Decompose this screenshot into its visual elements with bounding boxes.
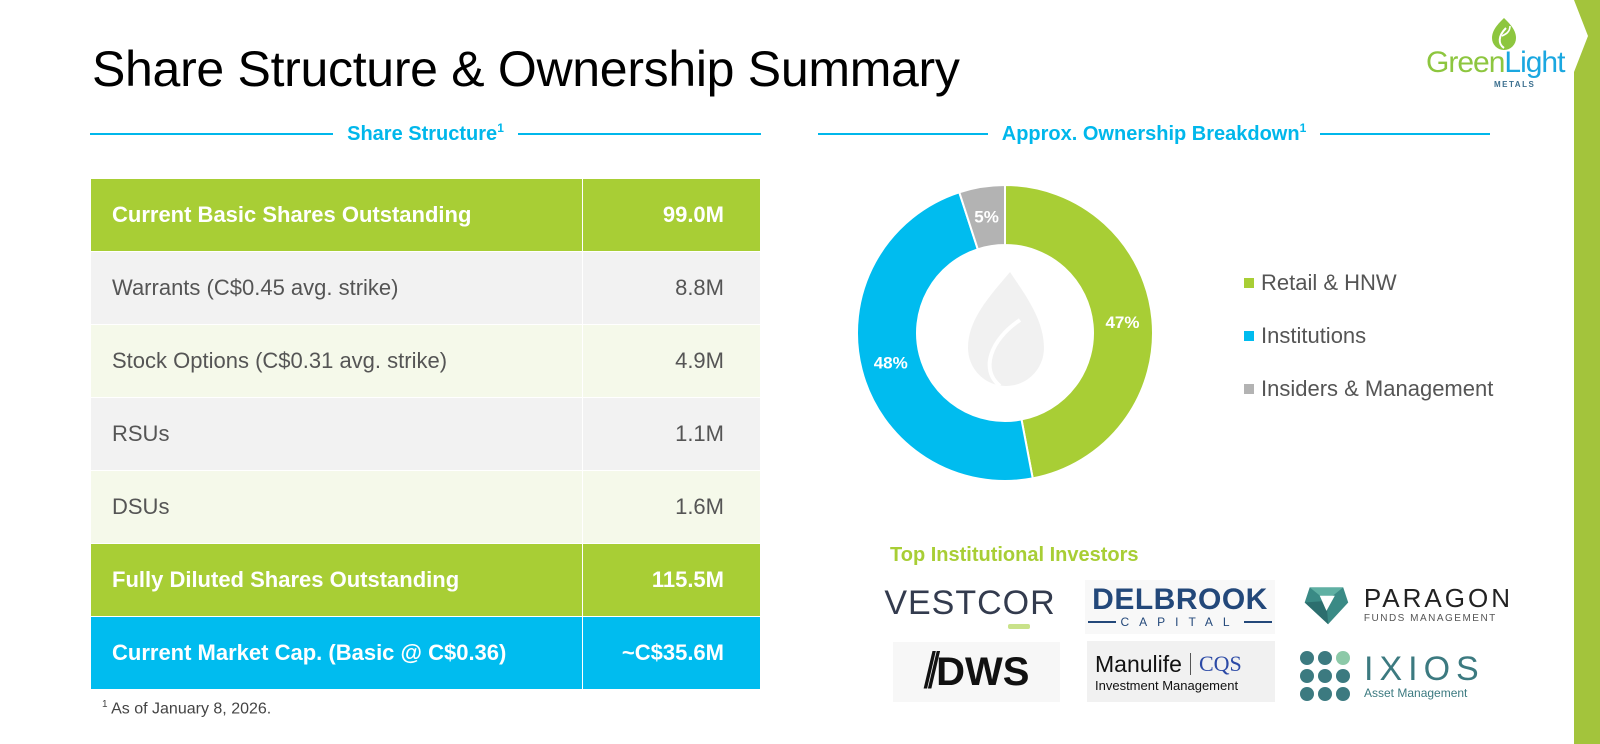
table-row: Current Basic Shares Outstanding 99.0M: [90, 178, 761, 252]
legend-item: Institutions: [1244, 323, 1493, 349]
delbrook-logo: DELBROOK CAPITAL: [1085, 580, 1275, 634]
row-label: Fully Diluted Shares Outstanding: [90, 543, 583, 617]
heading-rule-right: [517, 133, 761, 135]
ownership-heading: Approx. Ownership Breakdown1: [818, 120, 1491, 146]
manulife-sub: Investment Management: [1095, 678, 1239, 693]
table-row: Fully Diluted Shares Outstanding 115.5M: [90, 543, 761, 617]
vestcor-bar-icon: [1007, 623, 1030, 629]
paragon-mark-icon: [1304, 587, 1349, 625]
table-row: RSUs 1.1M: [90, 397, 761, 471]
legend-swatch-icon: [1244, 331, 1254, 341]
investors-heading: Top Institutional Investors: [890, 544, 1139, 566]
footnote: 1 As of January 8, 2026.: [102, 699, 272, 718]
dws-name: DWS: [936, 649, 1030, 694]
donut-data-label: 5%: [974, 207, 999, 226]
manulife-name: Manulife: [1095, 651, 1182, 677]
leaf-drop-icon: [1492, 18, 1516, 50]
vestcor-text-b: R: [1030, 583, 1056, 622]
delbrook-name: DELBROOK: [1092, 583, 1268, 616]
legend-swatch-icon: [1244, 278, 1254, 288]
donut-data-label: 48%: [874, 353, 908, 372]
paragon-logo: PARAGON FUNDS MANAGEMENT: [1303, 578, 1513, 632]
heading-rule-right: [1320, 133, 1491, 135]
brand-name-blue: Light: [1504, 46, 1565, 79]
paragon-sub: FUNDS MANAGEMENT: [1363, 613, 1497, 624]
paragon-name: PARAGON: [1363, 583, 1513, 613]
brand-logo: GreenLight METALS: [1426, 14, 1576, 94]
row-value: 115.5M: [582, 543, 761, 617]
donut-slice-institutions: [856, 190, 1034, 482]
row-label: Current Basic Shares Outstanding: [90, 178, 583, 252]
share-structure-heading: Share Structure1: [90, 120, 761, 146]
row-label: Current Market Cap. (Basic @ C$0.36): [90, 616, 583, 690]
legend-label: Insiders & Management: [1261, 376, 1494, 401]
table-row: DSUs 1.6M: [90, 470, 761, 544]
manulife-cqs-logo: Manulife CQS Investment Management: [1087, 641, 1275, 702]
brand-subtitle: METALS: [1494, 80, 1536, 89]
row-value: 4.9M: [582, 324, 761, 398]
brand-name-green: Green: [1426, 46, 1505, 79]
ownership-title: Approx. Ownership Breakdown1: [1001, 120, 1307, 145]
ixios-logo: IXIOS Asset Management: [1300, 648, 1500, 704]
donut-data-label: 47%: [1105, 313, 1139, 332]
dws-slashes-icon: //: [923, 643, 941, 700]
page-title: Share Structure & Ownership Summary: [92, 41, 960, 97]
legend-label: Retail & HNW: [1261, 270, 1397, 295]
row-value: 8.8M: [582, 251, 761, 325]
heading-rule-left: [90, 133, 334, 135]
cqs-name: CQS: [1198, 651, 1242, 676]
heading-rule-left: [818, 133, 988, 135]
donut-slice-retail-hnw: [1004, 183, 1154, 480]
vestcor-logo: VESTC O R: [884, 578, 1055, 629]
row-value: 1.6M: [582, 470, 761, 544]
brand-wordmark: GreenLight: [1426, 46, 1565, 80]
center-watermark-icon: [968, 272, 1044, 388]
share-structure-title: Share Structure1: [347, 120, 504, 145]
delbrook-sub: CAPITAL: [1084, 615, 1275, 629]
ixios-name: IXIOS: [1364, 650, 1485, 688]
legend-item: Insiders & Management: [1244, 376, 1493, 402]
table-row: Current Market Cap. (Basic @ C$0.36) ~C$3…: [90, 616, 761, 690]
ownership-donut-chart: 47% 48% 5%: [856, 183, 1154, 482]
row-label: DSUs: [90, 470, 583, 544]
row-value: 1.1M: [582, 397, 761, 471]
legend-swatch-icon: [1244, 384, 1254, 394]
row-label: Stock Options (C$0.31 avg. strike): [90, 324, 583, 398]
vestcor-o: O: [1003, 584, 1030, 629]
legend-item: Retail & HNW: [1244, 270, 1493, 296]
ixios-dots-icon: [1300, 651, 1350, 701]
side-accent-bar: [1574, 0, 1600, 744]
legend-label: Institutions: [1261, 323, 1367, 348]
table-row: Stock Options (C$0.31 avg. strike) 4.9M: [90, 324, 761, 398]
table-row: Warrants (C$0.45 avg. strike) 8.8M: [90, 251, 761, 325]
row-value: 99.0M: [582, 178, 761, 252]
chart-legend: Retail & HNW Institutions Insiders & Manag…: [1244, 270, 1493, 429]
row-label: Warrants (C$0.45 avg. strike): [90, 251, 583, 325]
vestcor-text-a: VESTC: [884, 583, 1003, 622]
ixios-sub: Asset Management: [1364, 686, 1468, 700]
donut-slice-insiders-management: [958, 183, 1006, 251]
dws-logo: //DWS: [893, 642, 1060, 702]
share-structure-table: Current Basic Shares Outstanding 99.0M War…: [90, 178, 761, 690]
row-value: ~C$35.6M: [582, 616, 761, 690]
row-label: RSUs: [90, 397, 583, 471]
